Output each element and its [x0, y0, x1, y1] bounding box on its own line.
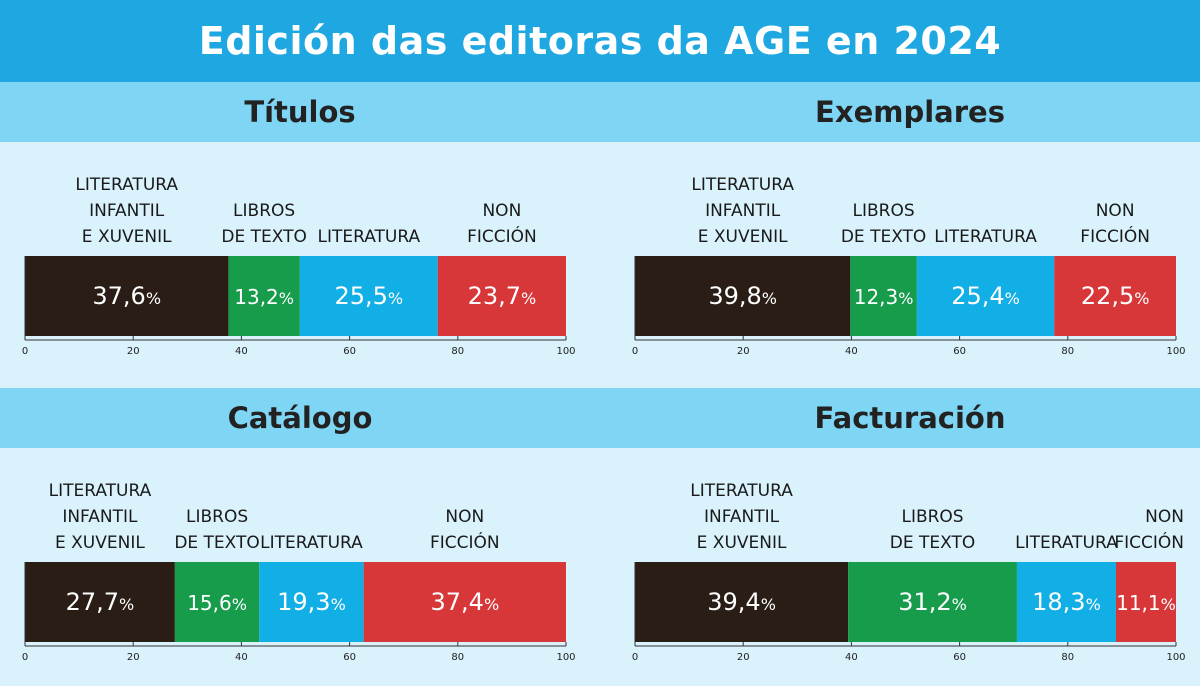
bar-segment [635, 256, 851, 336]
panel-titulos: Títulos 37,6% LITERATURA INFANTIL E XUVENIL… [0, 82, 600, 388]
category-label: NON FICCIÓN [1114, 507, 1184, 553]
value-label: 23,7% [468, 282, 537, 310]
tick-label: 100 [556, 346, 575, 357]
value-label: 11,1% [1116, 591, 1176, 615]
bar-segment [1016, 562, 1116, 642]
value-label: 12,3% [854, 285, 914, 309]
tick-label: 100 [1166, 652, 1185, 663]
tick-label: 80 [451, 346, 464, 357]
chart-title: Títulos [244, 95, 356, 129]
tick-label: 80 [1061, 652, 1074, 663]
section-band-bottom [0, 388, 1200, 448]
chart-title: Catálogo [227, 401, 373, 435]
value-label: 13,2% [234, 285, 294, 309]
category-label: NON FICCIÓN [430, 507, 500, 553]
value-label: 15,6% [187, 591, 247, 615]
tick-label: 0 [632, 346, 638, 357]
chart-catalogo: 27,7% LITERATURA INFANTIL E XUVENIL 15,6% LIB… [22, 481, 576, 663]
header-bar: Edición das editoras da AGE en 2024 [0, 0, 1200, 82]
section-band-top [0, 82, 1200, 142]
value-label: 27,7% [66, 588, 135, 616]
category-label: LITERATURA [317, 227, 420, 247]
category-label: LIBROS DE TEXTO [221, 201, 306, 247]
tick-label: 0 [632, 652, 638, 663]
value-label: 19,3% [277, 588, 346, 616]
category-label: LIBROS DE TEXTO [174, 507, 259, 553]
tick-label: 0 [22, 652, 28, 663]
panel-catalogo: Catálogo 27,7% LITERATURA INFANTIL E XUVENI… [0, 388, 600, 686]
category-label: LITERATURA INFANTIL E XUVENIL [690, 481, 793, 553]
bar-segment [299, 256, 438, 336]
bar-segment [437, 256, 566, 336]
bar-segment [1115, 562, 1176, 642]
bar-segment [916, 256, 1055, 336]
chart-title: Facturación [814, 401, 1006, 435]
tick-label: 20 [737, 346, 750, 357]
tick-label: 40 [845, 652, 858, 663]
panel-exemplares: Exemplares 39,8% LITERATURA INFANTIL E XUVE… [610, 82, 1200, 388]
tick-label: 100 [556, 652, 575, 663]
tick-label: 40 [845, 346, 858, 357]
category-label: LITERATURA [260, 533, 363, 553]
tick-label: 20 [127, 346, 140, 357]
bar-segment [363, 562, 566, 642]
value-label: 39,4% [707, 588, 776, 616]
panel-facturacion: Facturación 39,4% LITERATURA INFANTIL E XUV… [610, 388, 1200, 686]
chart-title: Exemplares [815, 95, 1005, 129]
bar-segment [25, 256, 229, 336]
chart-titulos: 37,6% LITERATURA INFANTIL E XUVENIL 13,2% LIB… [22, 175, 576, 357]
tick-label: 20 [737, 652, 750, 663]
tick-label: 60 [953, 346, 966, 357]
bar-segment [848, 562, 1017, 642]
category-label: NON FICCIÓN [467, 201, 537, 247]
bar-segment [1054, 256, 1176, 336]
value-label: 37,6% [92, 282, 161, 310]
value-label: 18,3% [1032, 588, 1101, 616]
category-label: LIBROS DE TEXTO [890, 507, 975, 553]
tick-label: 20 [127, 652, 140, 663]
bar-segment [635, 562, 849, 642]
tick-label: 80 [1061, 346, 1074, 357]
bar-segment [228, 256, 300, 336]
tick-label: 0 [22, 346, 28, 357]
tick-label: 40 [235, 346, 248, 357]
chart-exemplares: 39,8% LITERATURA INFANTIL E XUVENIL 12,3% LIB… [632, 175, 1186, 357]
bar-segment [850, 256, 917, 336]
value-label: 31,2% [898, 588, 967, 616]
category-label: LITERATURA INFANTIL E XUVENIL [75, 175, 178, 247]
category-label: LIBROS DE TEXTO [841, 201, 926, 247]
tick-label: 60 [953, 652, 966, 663]
tick-label: 100 [1166, 346, 1185, 357]
category-label: LITERATURA [1015, 533, 1118, 553]
bar-segment [174, 562, 260, 642]
value-label: 22,5% [1081, 282, 1150, 310]
bar-segment [259, 562, 364, 642]
tick-label: 80 [451, 652, 464, 663]
page-title: Edición das editoras da AGE en 2024 [198, 19, 1002, 63]
tick-label: 60 [343, 652, 356, 663]
value-label: 37,4% [431, 588, 500, 616]
chart-facturacion: 39,4% LITERATURA INFANTIL E XUVENIL 31,2% LIB… [632, 481, 1186, 663]
tick-label: 60 [343, 346, 356, 357]
bar-segment [25, 562, 175, 642]
category-label: LITERATURA [934, 227, 1037, 247]
category-label: LITERATURA INFANTIL E XUVENIL [49, 481, 152, 553]
value-label: 25,5% [334, 282, 403, 310]
value-label: 39,8% [708, 282, 777, 310]
category-label: NON FICCIÓN [1080, 201, 1150, 247]
category-label: LITERATURA INFANTIL E XUVENIL [691, 175, 794, 247]
value-label: 25,4% [951, 282, 1020, 310]
tick-label: 40 [235, 652, 248, 663]
